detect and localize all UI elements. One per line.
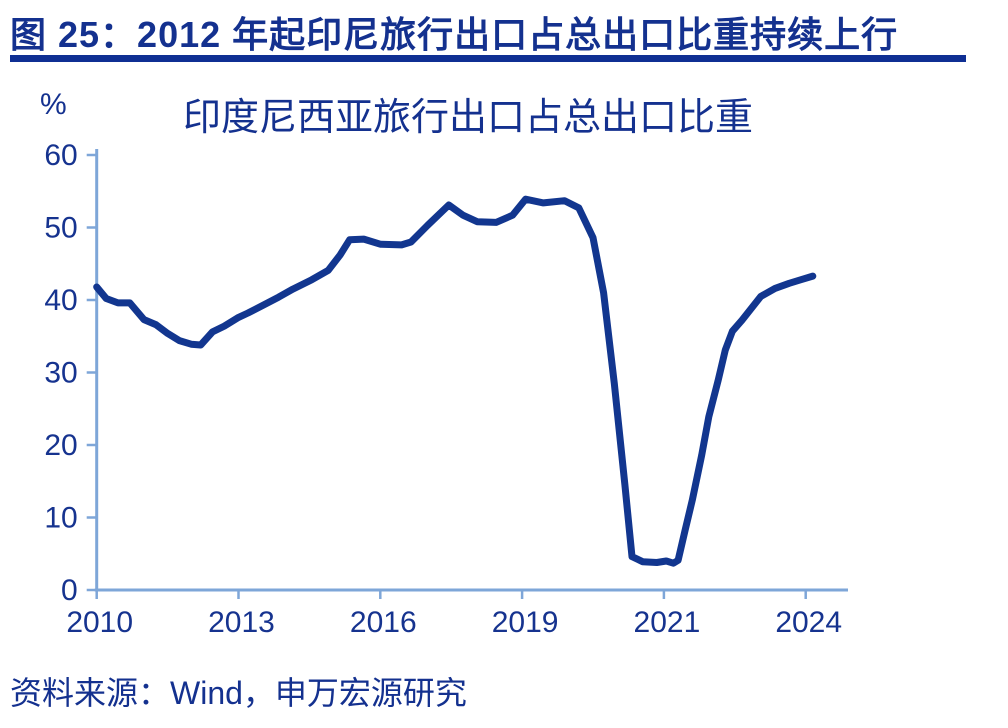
y-axis-tick-label: 30 [44,357,77,390]
y-axis-unit-label: % [40,88,67,121]
y-axis-tick-label: 10 [44,502,77,535]
x-axis-tick-label: 2024 [775,606,842,639]
y-axis-tick-label: 40 [44,284,77,317]
x-axis-tick-label: 2019 [492,606,559,639]
y-axis-tick-label: 50 [44,212,77,245]
x-axis-tick-label: 2016 [350,606,417,639]
title-divider [10,55,966,62]
y-axis-tick-label: 60 [44,139,77,172]
y-axis-tick-label: 0 [61,574,78,607]
figure-title: 图 25：2012 年起印尼旅行出口占总出口比重持续上行 [10,14,899,55]
chart-title: 印度尼西亚旅行出口占总出口比重 [183,97,754,139]
source-note: 资料来源：Wind，申万宏源研究 [10,675,467,711]
x-axis-tick-label: 2010 [66,606,133,639]
travel-export-share-line [93,195,817,567]
x-axis-tick-label: 2021 [634,606,701,639]
y-axis-tick-label: 20 [44,429,77,462]
x-axis-tick-label: 2013 [208,606,275,639]
